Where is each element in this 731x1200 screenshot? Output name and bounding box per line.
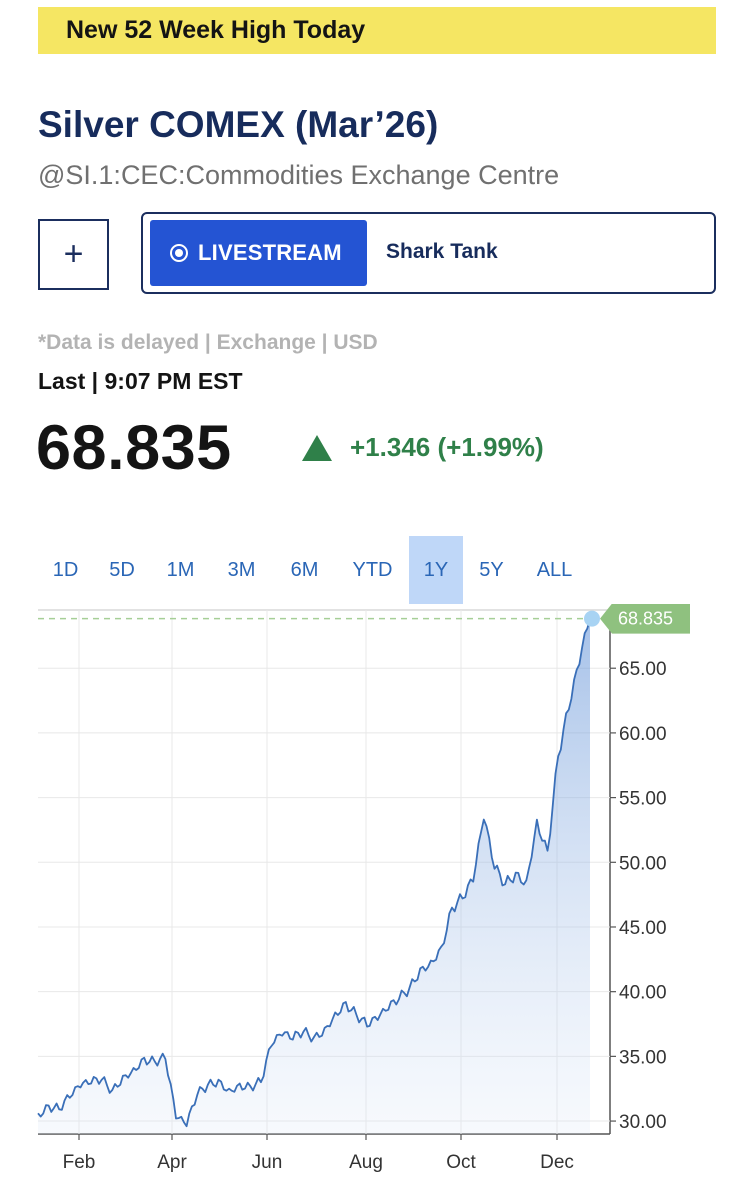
- plus-icon: +: [63, 235, 84, 273]
- x-tick-label: Dec: [540, 1152, 574, 1173]
- chart-area-fill: [38, 618, 590, 1134]
- radio-dot-icon: [170, 244, 188, 262]
- livestream-button[interactable]: LIVESTREAM: [150, 220, 367, 286]
- x-tick-label: Feb: [63, 1152, 96, 1173]
- chart-price-line: [37, 618, 591, 1128]
- price-change-value: +1.346 (+1.99%): [350, 432, 544, 462]
- range-tab-5d[interactable]: 5D: [109, 559, 135, 581]
- y-tick-label: 35.00: [619, 1047, 667, 1068]
- last-point-marker: [584, 610, 600, 627]
- range-tab-ytd[interactable]: YTD: [352, 559, 393, 581]
- last-trade-time: Last | 9:07 PM EST: [38, 368, 243, 394]
- y-tick-label: 50.00: [619, 853, 667, 874]
- y-tick-label: 65.00: [619, 659, 667, 680]
- price-chart: 30.00 35.00 40.00 45.00 50.00 55.00 60.00 65.00…: [37, 604, 690, 1173]
- y-tick-label: 40.00: [619, 983, 667, 1004]
- livestream-bar: LIVESTREAM Shark Tank: [141, 212, 716, 294]
- y-tick-label: 55.00: [619, 789, 667, 810]
- livestream-show-link[interactable]: Shark Tank: [386, 240, 498, 263]
- up-triangle-icon: [302, 434, 332, 461]
- range-tab-1d[interactable]: 1D: [52, 559, 79, 581]
- x-tick-label: Aug: [349, 1152, 383, 1173]
- page-title: Silver COMEX (Mar’26): [38, 104, 439, 145]
- x-tick-label: Apr: [157, 1152, 187, 1173]
- range-tab-6m[interactable]: 6M: [290, 559, 319, 581]
- last-price: 68.835: [36, 413, 232, 483]
- x-tick-label: Oct: [446, 1152, 476, 1173]
- livestream-label: LIVESTREAM: [198, 240, 342, 265]
- range-tab-1y[interactable]: 1Y: [409, 536, 463, 604]
- data-delay-note: *Data is delayed | Exchange | USD: [38, 331, 378, 354]
- range-tab-all[interactable]: ALL: [536, 559, 573, 581]
- add-to-watchlist-button[interactable]: +: [38, 219, 109, 290]
- range-tab-5y[interactable]: 5Y: [479, 559, 504, 581]
- range-tab-1m[interactable]: 1M: [166, 559, 195, 581]
- symbol-subtitle: @SI.1:CEC:Commodities Exchange Centre: [38, 160, 560, 190]
- range-tab-3m[interactable]: 3M: [227, 559, 256, 581]
- new-high-banner: New 52 Week High Today: [38, 7, 716, 54]
- y-tick-label: 45.00: [619, 918, 667, 939]
- last-price-tag-label: 68.835: [618, 609, 673, 629]
- range-selector: 1D 5D 1M 3M 6M YTD 1Y 5Y ALL: [38, 536, 589, 604]
- y-tick-label: 30.00: [619, 1112, 667, 1133]
- last-price-tag: 68.835: [600, 604, 690, 634]
- x-tick-label: Jun: [252, 1152, 283, 1173]
- y-tick-label: 60.00: [619, 724, 667, 745]
- price-change: +1.346 (+1.99%): [302, 432, 544, 463]
